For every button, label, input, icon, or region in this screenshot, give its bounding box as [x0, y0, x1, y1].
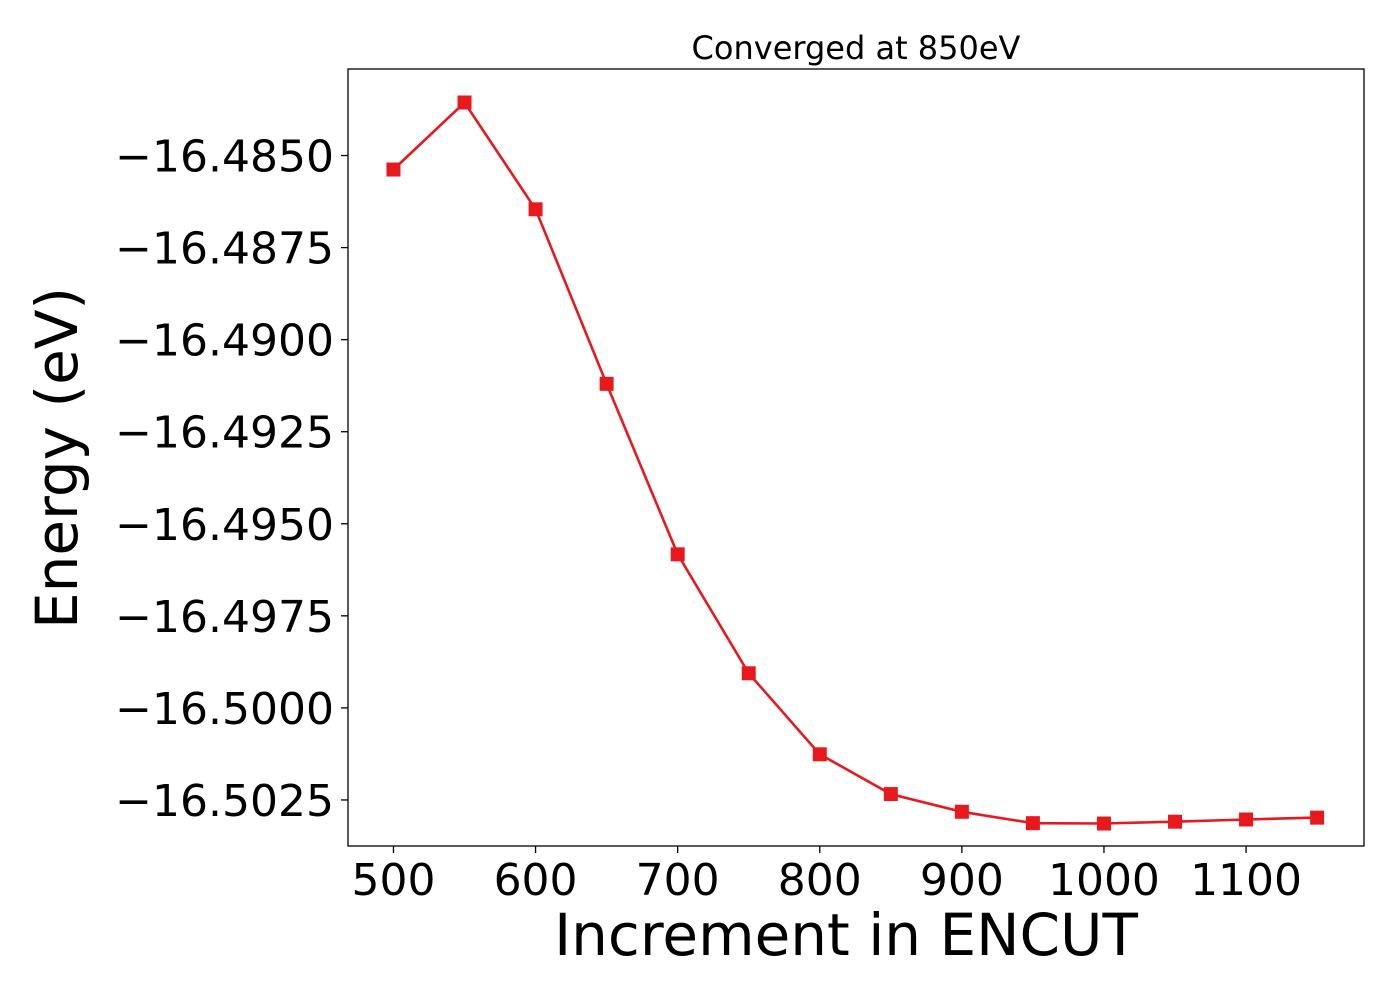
y-tick-label: −16.4875	[115, 224, 334, 275]
data-point	[954, 804, 969, 819]
data-point	[812, 747, 827, 762]
chart-title: Converged at 850eV	[692, 29, 1021, 67]
data-point	[1025, 816, 1040, 831]
y-tick-label: −16.5025	[115, 776, 334, 827]
data-point	[1239, 812, 1254, 827]
data-point	[1310, 810, 1325, 825]
data-point	[670, 547, 685, 562]
y-tick-label: −16.4925	[115, 408, 334, 459]
data-point	[1096, 816, 1111, 831]
series-markers	[386, 95, 1325, 831]
x-tick-label: 500	[351, 855, 435, 906]
x-tick-label: 700	[636, 855, 720, 906]
data-point	[1168, 814, 1183, 829]
x-tick-label: 900	[920, 855, 1004, 906]
y-tick-label: −16.4950	[115, 500, 334, 551]
y-tick-label: −16.4850	[115, 132, 334, 183]
x-tick-label: 600	[494, 855, 578, 906]
data-point	[883, 787, 898, 802]
data-point	[386, 162, 401, 177]
y-axis-label: Energy (eV)	[23, 287, 91, 629]
data-point	[528, 202, 543, 217]
y-tick-label: −16.4975	[115, 592, 334, 643]
plot-area	[347, 68, 1365, 847]
y-tick-label: −16.4900	[115, 316, 334, 367]
y-tick-label: −16.5000	[115, 684, 334, 735]
data-point	[741, 666, 756, 681]
data-point	[599, 376, 614, 391]
x-axis: 500 600 700 800 900 1000 1100	[351, 846, 1302, 906]
data-point	[457, 95, 472, 110]
x-tick-label: 800	[778, 855, 862, 906]
x-tick-label: 1000	[1048, 855, 1160, 906]
x-tick-label: 1100	[1190, 855, 1302, 906]
y-axis: −16.4850 −16.4875 −16.4900 −16.4925 −16.4950…	[115, 132, 348, 827]
series-line	[392, 100, 1318, 825]
x-axis-label: Increment in ENCUT	[554, 901, 1138, 969]
